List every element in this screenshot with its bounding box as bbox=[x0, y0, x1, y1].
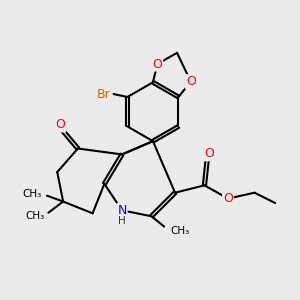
Text: O: O bbox=[55, 118, 65, 131]
Text: O: O bbox=[186, 75, 196, 88]
Text: O: O bbox=[204, 147, 214, 160]
Text: N: N bbox=[117, 204, 127, 217]
Text: CH₃: CH₃ bbox=[22, 189, 41, 199]
Text: Br: Br bbox=[97, 88, 111, 100]
Text: H: H bbox=[118, 216, 126, 226]
Text: CH₃: CH₃ bbox=[25, 211, 44, 221]
Text: CH₃: CH₃ bbox=[170, 226, 189, 236]
Text: O: O bbox=[223, 192, 233, 205]
Text: O: O bbox=[152, 58, 162, 70]
